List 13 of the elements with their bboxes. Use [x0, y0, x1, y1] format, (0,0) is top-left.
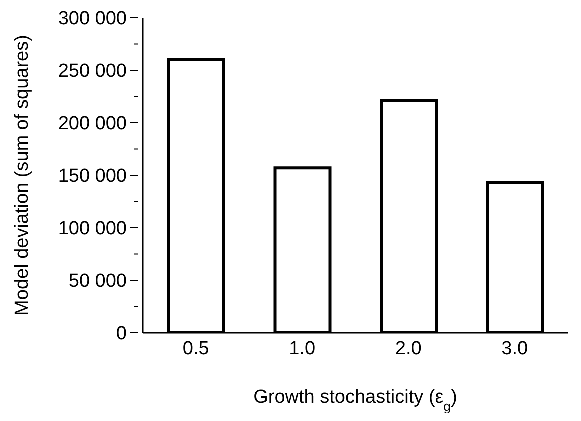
x-tick-label: 1.0: [289, 338, 316, 360]
x-axis-title: Growth stochasticity (ε$_{g}$): [254, 387, 458, 414]
y-tick-label: 0: [116, 324, 127, 345]
y-tick-label: 300 000: [58, 8, 127, 30]
x-tick-label: 0.5: [182, 338, 210, 360]
y-tick-label: 100 000: [58, 218, 127, 240]
x-tick-label: 3.0: [502, 338, 528, 360]
y-tick-label: 250 000: [58, 61, 127, 82]
x-tick-label: 2.0: [395, 338, 422, 360]
y-tick-label: 150 000: [58, 166, 127, 188]
y-tick-label: 200 000: [58, 114, 127, 135]
y-axis-title: Model deviation (sum of squares): [12, 35, 33, 316]
y-tick-label: 50 000: [68, 271, 127, 292]
